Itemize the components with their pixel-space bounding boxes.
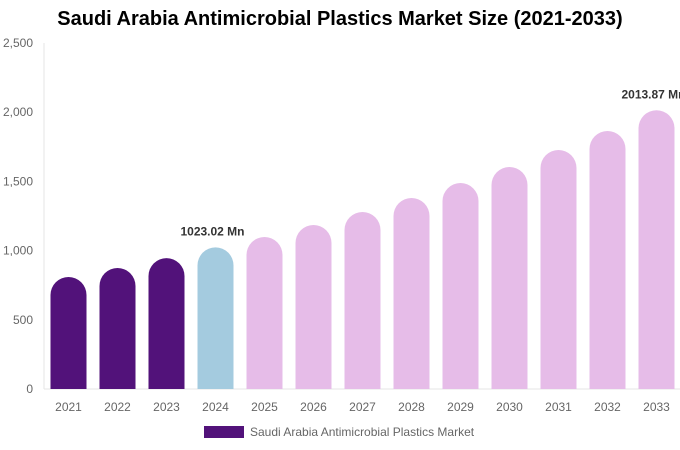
bar-2030[interactable]	[491, 167, 528, 389]
bar-2028[interactable]	[393, 198, 430, 389]
y-tick-label: 500	[13, 313, 33, 327]
bar-2023[interactable]	[148, 258, 185, 389]
x-tick-label: 2022	[104, 400, 131, 414]
legend[interactable]: Saudi Arabia Antimicrobial Plastics Mark…	[204, 425, 474, 439]
bar-2032[interactable]	[589, 131, 626, 389]
bar-2026[interactable]	[295, 224, 332, 389]
data-label: 2013.87 Mn	[621, 87, 680, 101]
bar-2021[interactable]	[50, 277, 87, 389]
x-tick-label: 2029	[447, 400, 474, 414]
bar-2031[interactable]	[540, 149, 577, 389]
y-tick-label: 2,500	[3, 36, 33, 50]
y-tick-label: 1,500	[3, 174, 33, 188]
x-tick-label: 2025	[251, 400, 278, 414]
x-tick-label: 2028	[398, 400, 425, 414]
bar-2027[interactable]	[344, 211, 381, 389]
x-tick-label: 2030	[496, 400, 523, 414]
x-tick-label: 2026	[300, 400, 327, 414]
x-tick-label: 2021	[55, 400, 82, 414]
y-tick-label: 0	[26, 382, 33, 396]
data-label: 1023.02 Mn	[180, 224, 244, 238]
x-tick-label: 2024	[202, 400, 229, 414]
bar-2024[interactable]	[197, 247, 234, 389]
y-tick-label: 2,000	[3, 105, 33, 119]
legend-label: Saudi Arabia Antimicrobial Plastics Mark…	[250, 425, 475, 439]
bar-2029[interactable]	[442, 183, 479, 389]
legend-swatch	[204, 426, 244, 438]
bar-2022[interactable]	[99, 268, 136, 389]
x-tick-label: 2027	[349, 400, 376, 414]
bar-2025[interactable]	[246, 237, 283, 389]
x-tick-label: 2032	[594, 400, 621, 414]
y-tick-label: 1,000	[3, 244, 33, 258]
x-tick-label: 2033	[643, 400, 670, 414]
x-tick-label: 2023	[153, 400, 180, 414]
x-tick-label: 2031	[545, 400, 572, 414]
chart-title: Saudi Arabia Antimicrobial Plastics Mark…	[57, 8, 623, 30]
bar-2033[interactable]	[638, 110, 675, 389]
